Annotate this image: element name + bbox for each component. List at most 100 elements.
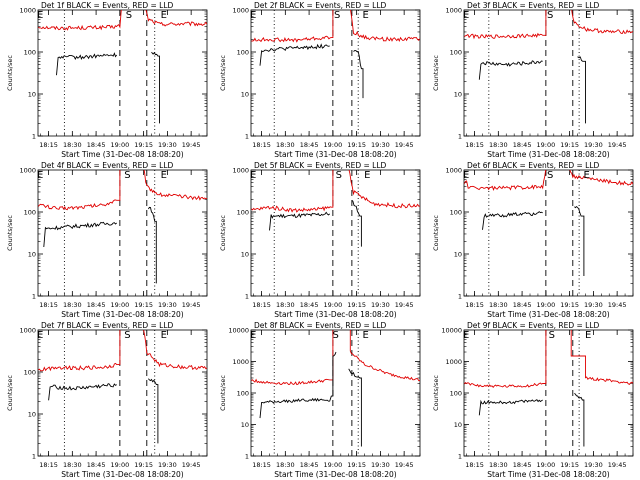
- start-marker: S: [547, 170, 553, 181]
- start-marker: S: [336, 170, 342, 181]
- lld-series-line: [38, 10, 122, 31]
- y-tick-label: 1: [458, 133, 462, 141]
- lld-series-line: [464, 10, 547, 40]
- y-tick-label: 100: [450, 209, 462, 217]
- x-tick-label: 18:30: [276, 141, 295, 149]
- y-tick-label: 10: [454, 91, 462, 99]
- y-tick-label: 100: [24, 369, 36, 377]
- end-marker: E: [161, 170, 167, 181]
- events-series-line: [478, 60, 543, 80]
- x-tick-label: 19:15: [134, 301, 153, 309]
- y-tick-label: 10000: [441, 327, 462, 335]
- x-tick-label: 18:45: [87, 301, 106, 309]
- end-marker: E: [363, 10, 369, 21]
- start-marker: S: [547, 10, 553, 21]
- plot-frame: [463, 9, 634, 137]
- y-tick-label: 10: [454, 251, 462, 259]
- end-marker: E: [161, 330, 167, 341]
- events-series-line: [269, 211, 330, 231]
- y-tick-label: 10: [28, 91, 36, 99]
- x-tick-label: 18:30: [63, 461, 82, 469]
- end-marker: E: [250, 10, 256, 21]
- y-tick-label: 100: [237, 390, 249, 398]
- y-tick-label: 10000: [228, 327, 249, 335]
- events-series-line: [151, 51, 160, 124]
- events-series-line: [148, 206, 157, 284]
- lld-series-line: [143, 170, 207, 201]
- y-axis-label: Counts/sec: [432, 215, 440, 251]
- y-tick-label: 100: [24, 49, 36, 57]
- end-marker: E: [463, 170, 469, 181]
- y-tick-label: 100: [450, 49, 462, 57]
- x-axis-label: Start Time (31-Dec-08 18:08:20): [487, 310, 609, 319]
- x-axis-label: Start Time (31-Dec-08 18:08:20): [274, 470, 396, 479]
- x-tick-label: 19:00: [323, 301, 342, 309]
- y-tick-label: 10: [28, 411, 36, 419]
- x-tick-label: 19:45: [608, 461, 627, 469]
- x-tick-label: 19:30: [158, 141, 177, 149]
- x-tick-label: 19:15: [560, 141, 579, 149]
- events-series-line: [259, 43, 330, 66]
- end-marker: E: [37, 170, 43, 181]
- x-axis-label: Start Time (31-Dec-08 18:08:20): [274, 310, 396, 319]
- y-tick-label: 1: [245, 453, 249, 461]
- x-tick-label: 18:15: [252, 461, 271, 469]
- series-group: [251, 10, 420, 99]
- lld-series-line: [569, 170, 633, 186]
- y-tick-label: 1: [458, 453, 462, 461]
- y-tick-label: 1: [32, 133, 36, 141]
- start-marker: S: [126, 10, 132, 21]
- y-axis-label: Counts/sec: [219, 215, 227, 251]
- x-tick-label: 18:15: [39, 141, 58, 149]
- series-group: [464, 170, 633, 276]
- lld-series-line: [464, 330, 547, 389]
- chart-title: Det 1f BLACK = Events, RED = LLD: [41, 1, 174, 10]
- x-tick-label: 18:15: [252, 301, 271, 309]
- x-tick-label: 18:15: [465, 141, 484, 149]
- end-marker: E: [37, 10, 43, 21]
- start-marker: S: [549, 330, 555, 341]
- series-group: [251, 170, 420, 247]
- x-axis-label: Start Time (31-Dec-08 18:08:20): [61, 310, 183, 319]
- lld-series-line: [571, 10, 633, 35]
- y-tick-label: 1000: [445, 167, 462, 175]
- lld-series-line: [143, 330, 207, 371]
- chart-title: Det 8f BLACK = Events, RED = LLD: [254, 321, 387, 330]
- x-tick-label: 18:45: [87, 461, 106, 469]
- end-marker: E: [364, 170, 370, 181]
- x-tick-label: 19:00: [110, 141, 129, 149]
- x-tick-label: 18:15: [252, 141, 271, 149]
- y-axis-label: Counts/sec: [6, 55, 14, 91]
- x-tick-label: 19:45: [182, 301, 201, 309]
- y-tick-label: 1000: [232, 358, 249, 366]
- lld-series-line: [251, 10, 334, 43]
- y-tick-label: 10: [28, 251, 36, 259]
- x-tick-label: 18:30: [489, 461, 508, 469]
- x-tick-label: 19:45: [395, 141, 414, 149]
- lld-series-line: [251, 170, 334, 213]
- end-marker: E: [463, 330, 469, 341]
- y-tick-label: 1: [245, 293, 249, 301]
- events-series-line: [574, 392, 585, 447]
- x-tick-label: 19:30: [584, 141, 603, 149]
- x-tick-label: 19:45: [395, 461, 414, 469]
- x-tick-label: 18:45: [87, 141, 106, 149]
- x-tick-label: 18:45: [513, 301, 532, 309]
- events-series-line: [48, 383, 117, 401]
- x-tick-label: 19:00: [536, 301, 555, 309]
- chart-title: Det 3f BLACK = Events, RED = LLD: [467, 1, 600, 10]
- x-tick-label: 19:00: [323, 461, 342, 469]
- x-axis-label: Start Time (31-Dec-08 18:08:20): [61, 470, 183, 479]
- lld-series-line: [145, 10, 207, 27]
- chart-title: Det 7f BLACK = Events, RED = LLD: [41, 321, 174, 330]
- x-tick-label: 19:15: [560, 461, 579, 469]
- events-series-line: [478, 399, 543, 416]
- series-group: [38, 10, 207, 124]
- x-tick-label: 18:30: [276, 461, 295, 469]
- chart-title: Det 6f BLACK = Events, RED = LLD: [467, 161, 600, 170]
- panel-det-6f: Det 6f BLACK = Events, RED = LLD Counts/s…: [432, 161, 634, 319]
- plot-frame: [250, 169, 421, 297]
- x-tick-label: 19:45: [182, 461, 201, 469]
- plot-frame: [463, 169, 634, 297]
- x-tick-label: 19:00: [110, 461, 129, 469]
